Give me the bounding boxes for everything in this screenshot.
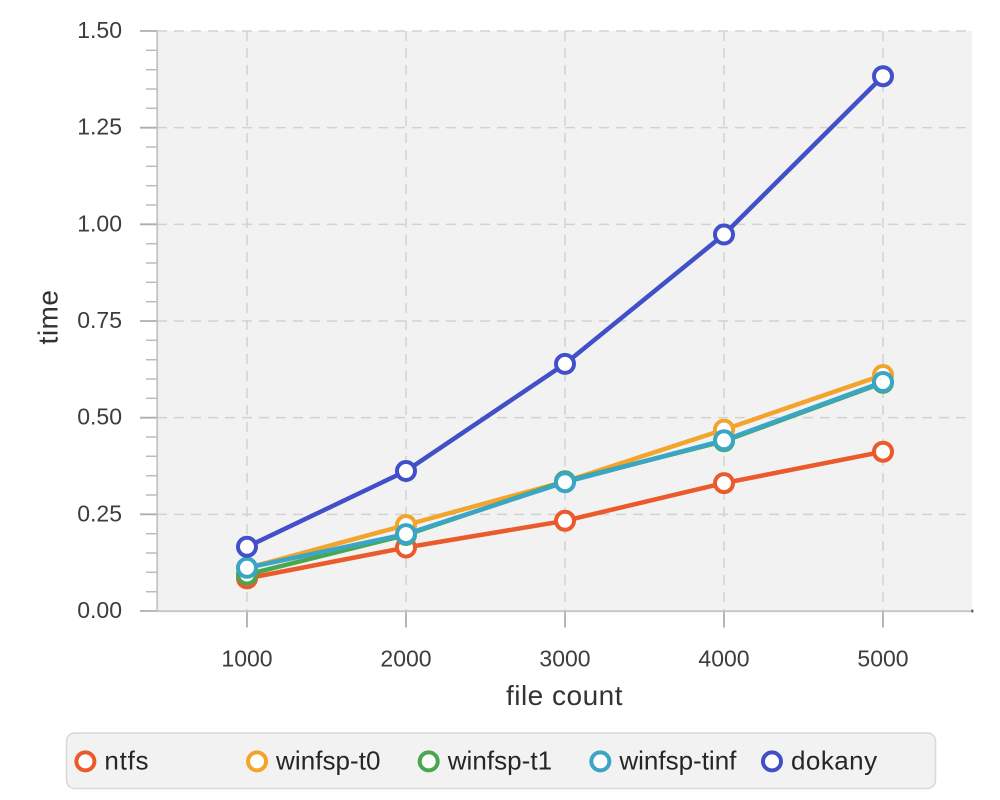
svg-text:1000: 1000 xyxy=(221,646,272,672)
svg-text:5000: 5000 xyxy=(857,646,908,672)
svg-text:0.50: 0.50 xyxy=(77,404,122,430)
svg-text:winfsp-t1: winfsp-t1 xyxy=(447,746,553,776)
svg-text:winfsp-t0: winfsp-t0 xyxy=(275,746,381,776)
svg-text:winfsp-tinf: winfsp-tinf xyxy=(618,746,737,776)
svg-text:3000: 3000 xyxy=(539,646,590,672)
svg-text:ntfs: ntfs xyxy=(104,746,149,776)
svg-text:dokany: dokany xyxy=(791,746,878,776)
svg-text:1.00: 1.00 xyxy=(77,210,122,236)
svg-text:file count: file count xyxy=(506,680,623,711)
svg-text:4000: 4000 xyxy=(698,646,749,672)
svg-text:0.75: 0.75 xyxy=(77,307,122,333)
svg-text:2000: 2000 xyxy=(380,646,431,672)
svg-text:0.25: 0.25 xyxy=(77,500,122,526)
svg-text:time: time xyxy=(33,290,64,345)
svg-text:0.00: 0.00 xyxy=(77,597,122,623)
svg-text:1.50: 1.50 xyxy=(77,17,122,43)
svg-text:1.25: 1.25 xyxy=(77,114,122,140)
